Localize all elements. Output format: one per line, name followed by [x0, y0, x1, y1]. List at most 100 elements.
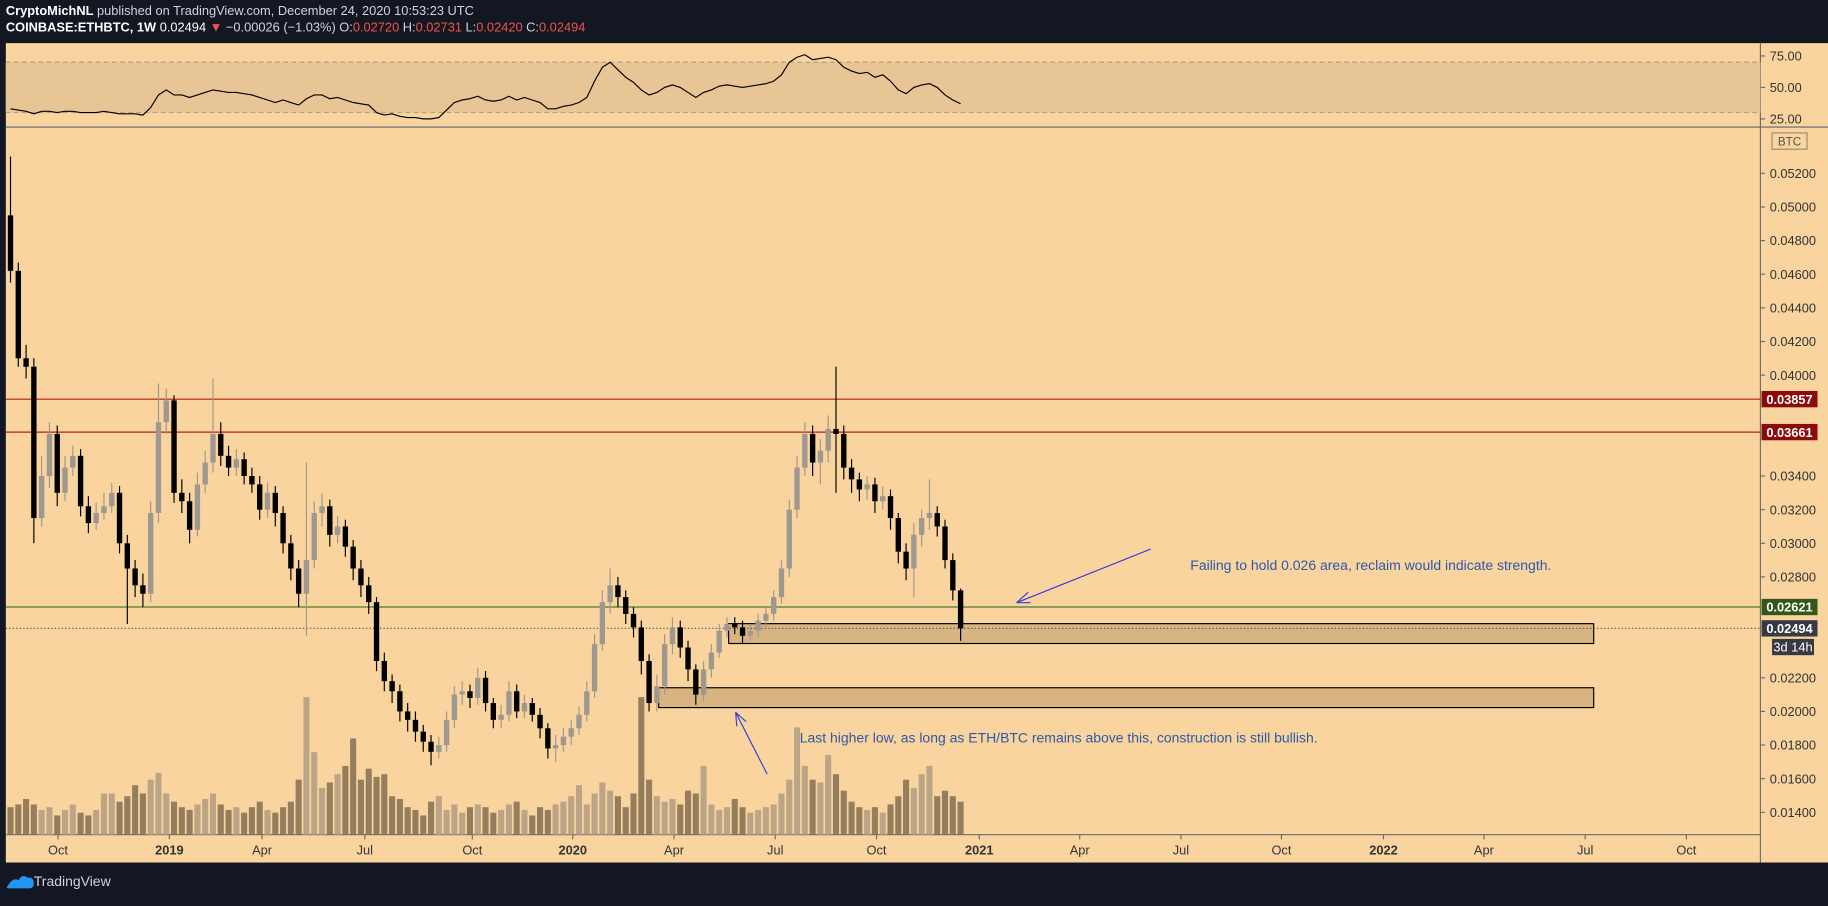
volume-bar — [513, 801, 520, 835]
candle-body — [700, 669, 707, 695]
x-tick-label: Oct — [48, 843, 68, 858]
candle-body — [490, 703, 497, 720]
y-tick-label: 0.05200 — [1770, 166, 1816, 181]
volume-bar — [225, 809, 232, 835]
candle-body — [918, 518, 925, 535]
volume-bar — [957, 801, 964, 835]
x-tick-label: 2021 — [965, 843, 994, 858]
arrow — [735, 712, 768, 775]
candle-body — [264, 492, 271, 510]
volume-bar — [209, 793, 217, 835]
candle-body — [677, 627, 683, 648]
currency: BTC — [1778, 136, 1801, 149]
volume-bar — [69, 804, 76, 835]
y-tick-label: 0.05000 — [1770, 200, 1816, 215]
volume-bar — [381, 774, 388, 835]
candle-body — [116, 492, 123, 544]
volume-bar — [747, 812, 754, 835]
candle-body — [755, 620, 761, 631]
volume-bar — [505, 804, 512, 835]
volume-bar — [7, 807, 14, 835]
candle-body — [54, 433, 60, 493]
volume-bar — [241, 812, 248, 835]
quote-part: 0.02494 — [538, 20, 586, 35]
volume-bar — [794, 727, 801, 835]
volume-bar — [365, 768, 372, 835]
volume-bar — [646, 779, 653, 835]
x-tick-label: Jul — [767, 843, 783, 858]
header: CryptoMichNL published on TradingView.co… — [0, 0, 1828, 42]
candle-body — [412, 719, 419, 732]
candle-body — [615, 585, 621, 598]
volume-bar — [482, 807, 489, 835]
y-tick-label: 0.02000 — [1770, 704, 1816, 719]
candle-body — [31, 366, 37, 519]
candle-body — [521, 703, 528, 712]
volume-bar — [451, 804, 458, 835]
x-tick-label: Oct — [1676, 843, 1696, 858]
y-tick-label: 0.04400 — [1770, 301, 1816, 316]
candle-body — [747, 630, 754, 636]
candle-body — [233, 459, 240, 468]
candle-body — [661, 644, 668, 687]
candle-body — [841, 433, 847, 468]
candle-body — [101, 506, 107, 514]
candle-body — [856, 479, 863, 490]
candle-body — [397, 691, 403, 712]
candle-body — [576, 714, 582, 729]
candle-body — [241, 459, 247, 477]
candle-body — [23, 358, 29, 367]
candle-body — [716, 630, 722, 653]
volume-bar — [762, 807, 769, 835]
candle-body — [218, 433, 224, 456]
candle-body — [38, 476, 45, 519]
volume-bar — [903, 779, 910, 835]
candle-body — [288, 543, 294, 569]
candle-body — [786, 509, 792, 569]
volume-bar — [591, 793, 598, 835]
volume-bar — [194, 804, 201, 835]
level-label: 0.03661 — [1766, 425, 1812, 440]
annotation: Failing to hold 0.026 area, reclaim woul… — [1190, 557, 1551, 573]
footer: TradingView — [0, 862, 1828, 900]
candle-body — [327, 506, 333, 535]
volume-bar — [949, 796, 956, 835]
volume-bar — [350, 738, 357, 835]
volume-bar — [459, 812, 466, 835]
publish-line: CryptoMichNL published on TradingView.co… — [6, 5, 474, 19]
candle-body — [303, 560, 310, 594]
volume-bar — [318, 787, 326, 835]
candle-body — [802, 433, 808, 468]
volume-bar — [560, 801, 567, 835]
volume-bar — [669, 798, 676, 835]
candle-body — [482, 677, 489, 704]
candle-body — [685, 647, 691, 670]
arrow — [1016, 548, 1151, 604]
volume-bar — [552, 804, 559, 835]
quote-part: ▼ — [209, 20, 226, 35]
volume-bar — [311, 752, 318, 835]
volume-bar — [731, 798, 738, 835]
volume-bar — [864, 809, 871, 835]
volume-bar — [575, 785, 583, 835]
zone — [658, 687, 1595, 709]
volume-bar — [622, 807, 629, 835]
volume-bar — [428, 801, 435, 835]
volume-bar — [155, 772, 162, 835]
candle-body — [506, 691, 512, 715]
y-tick-label: 0.03200 — [1770, 502, 1816, 517]
level-label-box — [1761, 390, 1818, 408]
candle-body — [584, 691, 590, 715]
countdown-box — [1772, 638, 1815, 656]
candle-body — [334, 526, 341, 535]
candle-body — [607, 585, 613, 603]
last-price-box — [1761, 620, 1818, 637]
volume-bar — [568, 796, 575, 835]
author: CryptoMichNL — [5, 4, 94, 19]
quote-part: O: — [339, 20, 353, 35]
candle-body — [895, 518, 901, 552]
volume-bar — [778, 793, 785, 835]
candle-body — [669, 627, 676, 645]
candle-body — [545, 728, 551, 749]
quote-part: −0.00026 (−1.03%) — [225, 20, 340, 35]
